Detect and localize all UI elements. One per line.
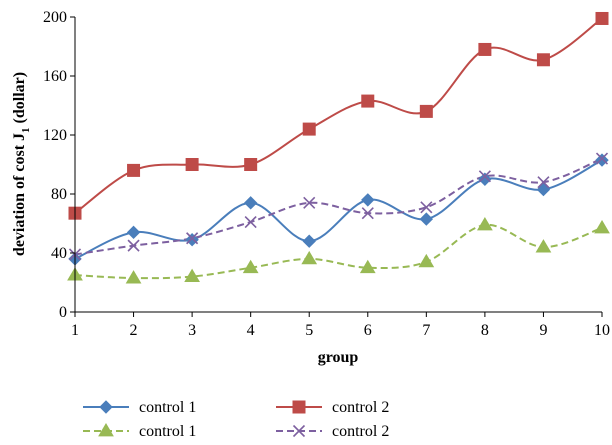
axes	[74, 17, 602, 313]
series-2-point-8	[478, 42, 492, 56]
series-1-point-6	[361, 193, 375, 207]
series-line-3	[74, 223, 603, 280]
series-3-point-9	[535, 239, 552, 253]
series-1-point-7	[419, 212, 434, 226]
series-4-point-10	[595, 152, 609, 165]
x-tick-label: 8	[481, 322, 489, 339]
x-tick-label: 9	[539, 322, 547, 339]
legend-item-4: control 2	[276, 423, 389, 440]
series-1-point-5	[302, 234, 316, 248]
series-2-point-2	[127, 163, 141, 177]
y-tick-label: 80	[51, 186, 67, 203]
series-4-point-9	[537, 176, 550, 189]
legend-marker	[292, 400, 306, 414]
x-tick-label: 6	[364, 322, 372, 339]
series-4-point-6	[361, 207, 374, 220]
series-3-point-8	[477, 216, 493, 231]
series-1-point-4	[243, 196, 258, 210]
series-1-point-9	[536, 182, 551, 197]
series-2-point-6	[361, 94, 375, 108]
series-line-1	[74, 159, 603, 260]
y-tick-label: 0	[59, 304, 67, 321]
y-ticks: 0 40 80 120 160 200	[43, 9, 75, 321]
series-3-point-10	[594, 219, 610, 234]
series-1-point-2	[126, 225, 141, 240]
x-tick-label: 10	[594, 322, 610, 339]
series-1-point-8	[478, 172, 492, 186]
y-axis-title: deviation of cost J1 (dollar)	[11, 72, 32, 256]
legend-label: control 1	[139, 423, 196, 440]
series-line-4	[74, 157, 603, 256]
series-3-point-7	[418, 253, 435, 268]
legend-marker	[292, 424, 306, 438]
series-2-point-4	[244, 158, 258, 171]
x-tick-label: 7	[422, 322, 430, 339]
series-3-point-2	[125, 270, 142, 284]
series-4-point-8	[478, 170, 491, 183]
series-2-point-7	[419, 104, 433, 118]
legend-item-1: control 1	[83, 399, 196, 416]
series-3-point-6	[359, 259, 376, 274]
series-3-point-5	[301, 250, 318, 265]
legend-item-3: control 1	[83, 423, 196, 440]
series-4-point-5	[303, 196, 316, 209]
x-tick-label: 2	[130, 322, 138, 339]
legend-marker	[99, 400, 113, 414]
x-tick-label: 1	[71, 322, 79, 339]
y-axis-title-main: deviation of cost J	[11, 133, 28, 256]
x-tick-label: 3	[188, 322, 196, 339]
series-3-point-4	[242, 259, 259, 274]
series-markers	[67, 11, 610, 284]
legend-label: control 2	[332, 423, 389, 440]
y-tick-label: 160	[43, 68, 67, 85]
series-4-point-7	[420, 201, 433, 214]
x-axis-title: group	[318, 349, 359, 366]
y-tick-label: 200	[43, 9, 67, 26]
y-tick-label: 40	[51, 245, 67, 262]
series-lines	[74, 17, 603, 280]
series-1-point-3	[185, 233, 199, 247]
legend-label: control 1	[139, 399, 196, 416]
x-tick-label: 4	[247, 322, 255, 339]
y-axis-title-subscript: 1	[20, 127, 32, 133]
series-4-point-2	[127, 239, 140, 252]
x-tick-label: 5	[305, 322, 313, 339]
series-line-2	[74, 17, 603, 214]
series-2-point-3	[185, 158, 199, 171]
legend-marker	[98, 423, 114, 437]
series-2-point-10	[595, 11, 609, 25]
x-ticks: 1 2 3 4 5 6 7 8 9 10	[71, 312, 610, 339]
series-2-point-9	[536, 53, 550, 67]
series-4-point-3	[186, 232, 199, 245]
legend: control 1 control 2 control 1 control 2	[83, 399, 389, 440]
series-4-point-4	[244, 215, 257, 229]
y-tick-label: 120	[43, 127, 67, 144]
series-2-point-5	[302, 122, 316, 136]
series-1-point-10	[595, 153, 609, 167]
series-3-point-3	[184, 268, 200, 282]
y-axis-title-unit: (dollar)	[11, 72, 28, 128]
legend-item-2: control 2	[276, 399, 389, 416]
legend-label: control 2	[332, 399, 389, 416]
